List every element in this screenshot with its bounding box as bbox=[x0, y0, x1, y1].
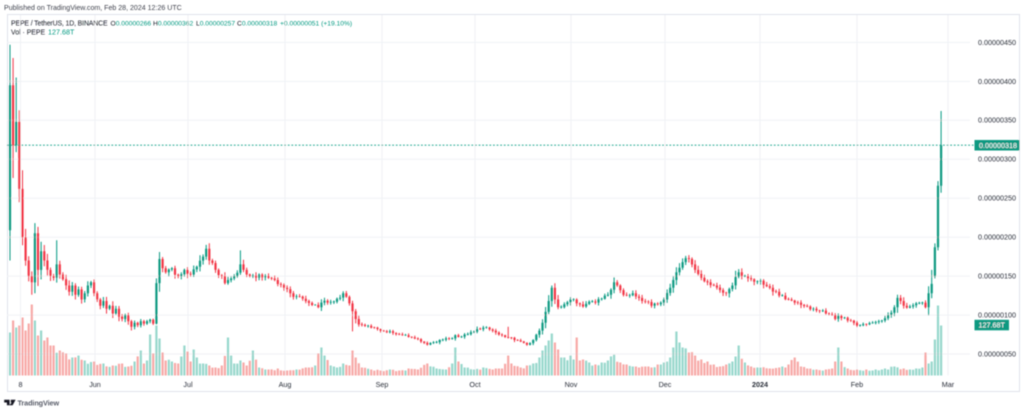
svg-text:0.00000318: 0.00000318 bbox=[979, 141, 1017, 150]
svg-text:Feb: Feb bbox=[851, 380, 863, 389]
svg-text:0.00000150: 0.00000150 bbox=[978, 272, 1016, 281]
svg-text:0.00000200: 0.00000200 bbox=[978, 233, 1016, 242]
svg-text:PEPE / TetherUS, 1D, BINANCE: PEPE / TetherUS, 1D, BINANCE bbox=[11, 21, 108, 28]
svg-text:127.68T: 127.68T bbox=[979, 320, 1006, 329]
svg-text:Mar: Mar bbox=[942, 380, 955, 389]
svg-text:2024: 2024 bbox=[752, 380, 768, 389]
svg-text:Nov: Nov bbox=[565, 380, 578, 389]
svg-text:0.00000450: 0.00000450 bbox=[978, 38, 1016, 47]
svg-text:Published on TradingView.com,: Published on TradingView.com, Feb 28, 20… bbox=[4, 5, 182, 12]
svg-text:Vol · PEPE: Vol · PEPE bbox=[11, 30, 45, 37]
svg-text:+0.00000051 (+19.10%): +0.00000051 (+19.10%) bbox=[280, 21, 352, 28]
svg-text:127.68T: 127.68T bbox=[48, 28, 75, 37]
svg-text:0.00000050: 0.00000050 bbox=[978, 349, 1016, 358]
svg-text:TradingView: TradingView bbox=[18, 399, 60, 408]
svg-text:0.00000350: 0.00000350 bbox=[978, 116, 1016, 125]
svg-text:H0.00000362: H0.00000362 bbox=[153, 21, 193, 28]
svg-text:8: 8 bbox=[19, 380, 23, 389]
svg-text:Sep: Sep bbox=[376, 380, 389, 389]
svg-text:O0.00000266: O0.00000266 bbox=[111, 21, 152, 28]
svg-text:0.00000300: 0.00000300 bbox=[978, 155, 1016, 164]
svg-text:C0.00000318: C0.00000318 bbox=[237, 21, 277, 28]
svg-text:Aug: Aug bbox=[279, 380, 292, 389]
svg-text:Dec: Dec bbox=[659, 380, 672, 389]
svg-text:Jul: Jul bbox=[183, 380, 193, 389]
svg-text:L0.00000257: L0.00000257 bbox=[196, 21, 235, 28]
svg-text:Oct: Oct bbox=[469, 380, 480, 389]
svg-text:0.00000100: 0.00000100 bbox=[978, 311, 1016, 320]
svg-text:0.00000250: 0.00000250 bbox=[978, 194, 1016, 203]
svg-text:0.00000400: 0.00000400 bbox=[978, 77, 1016, 86]
svg-text:Jun: Jun bbox=[89, 380, 101, 389]
